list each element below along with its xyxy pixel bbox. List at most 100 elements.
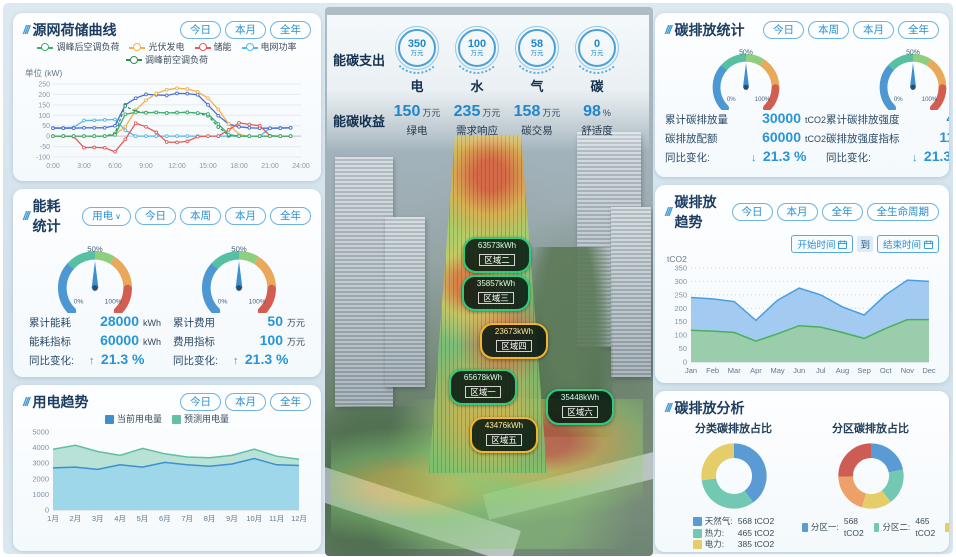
- btn-today[interactable]: 今日: [180, 21, 221, 39]
- legend-item[interactable]: 储能: [194, 41, 232, 54]
- btn-today[interactable]: 今日: [135, 207, 176, 225]
- end-date-input[interactable]: 结束时间: [876, 235, 939, 253]
- income-value: 158: [513, 103, 541, 120]
- legend-item[interactable]: 分区一: 568 tCO2: [802, 516, 868, 539]
- emission-gauge-group: 50% 0% 100% 累计碳排放量 30000 tCO2 碳排放配额 60000 tCO2…: [665, 42, 826, 167]
- btn-today[interactable]: 今日: [763, 21, 804, 39]
- svg-text:200: 200: [38, 92, 50, 99]
- panel-power-trend: /// 用电趋势 今日 本月 全年 当前用电量 预测用电量 0 1000 2000 30…: [13, 385, 321, 551]
- stat-value: 28000: [100, 313, 139, 329]
- start-date-input[interactable]: 开始时间: [791, 235, 854, 253]
- svg-text:300: 300: [674, 277, 687, 286]
- income-name: 需求响应: [456, 125, 498, 137]
- stat-label: 碳排放强度指标: [826, 133, 900, 145]
- income-value: 98: [583, 103, 601, 120]
- stat-value: 21.3 %: [923, 148, 949, 164]
- svg-text:50%: 50%: [87, 244, 103, 253]
- legend-item[interactable]: 分区二: 465 tCO2: [873, 516, 940, 539]
- panel-icon: ///: [23, 209, 30, 223]
- panel-carbon-analysis: /// 碳排放分析 分类碳排放占比 天然气: 568 tCO2 热力: 465 tCO…: [655, 391, 949, 552]
- stat-value: 60000: [100, 332, 139, 348]
- stat-value: 100: [259, 332, 283, 348]
- svg-text:0%: 0%: [726, 97, 735, 103]
- legend-item[interactable]: 热力: 465 tCO2: [692, 528, 774, 540]
- income-demand-response: 235 万元 需求响应: [447, 103, 507, 138]
- panel-title: 源网荷储曲线: [32, 22, 117, 38]
- stat-value: 21.3 %: [100, 351, 145, 367]
- energy-type-dropdown[interactable]: 用电 ∨: [82, 206, 131, 226]
- svg-text:May: May: [770, 366, 784, 375]
- panel-icon: ///: [665, 23, 672, 37]
- btn-month[interactable]: 本月: [225, 393, 266, 411]
- svg-text:100: 100: [674, 331, 687, 340]
- btn-month[interactable]: 本月: [225, 21, 266, 39]
- legend-item[interactable]: 天然气: 568 tCO2: [692, 516, 774, 528]
- svg-text:12:00: 12:00: [168, 163, 186, 170]
- stat-label: 能耗指标: [29, 336, 71, 348]
- btn-lifecycle[interactable]: 全生命周期: [866, 203, 939, 221]
- btn-year[interactable]: 全年: [270, 21, 311, 39]
- svg-text:15:00: 15:00: [199, 163, 217, 170]
- btn-month[interactable]: 本月: [776, 203, 818, 221]
- stat-label: 累计费用: [172, 317, 215, 329]
- legend-item[interactable]: 电网功率: [241, 41, 297, 54]
- carbon-trend-chart: 0 50 100 150 200 250 300 350 Jan Feb Mar Apr May Jun J…: [674, 264, 935, 376]
- legend-item[interactable]: 调峰后空调负荷: [37, 41, 119, 54]
- svg-text:100%: 100%: [249, 298, 266, 305]
- svg-text:21:00: 21:00: [261, 163, 279, 170]
- energy-gauge-group: 50% 0% 100% 累计能耗 28000 kWh 能耗指标 60000 kWh 同比变化…: [23, 238, 167, 370]
- svg-text:Jun: Jun: [793, 366, 805, 375]
- panel-title: 能耗统计: [32, 198, 61, 234]
- panel-title: 用电趋势: [32, 394, 89, 410]
- legend-item[interactable]: 预测用电量: [172, 413, 229, 426]
- income-value: 150: [393, 103, 421, 120]
- legend-item[interactable]: 分区三:385 tCO2: [945, 516, 949, 539]
- svg-text:0%: 0%: [894, 97, 903, 103]
- panel-carbon-trend: /// 碳排放趋势 今日 本月 全年 全生命周期 开始时间 到 结束时间 tCO…: [655, 185, 949, 383]
- btn-year[interactable]: 全年: [898, 21, 939, 39]
- trend-arrow: ↓: [751, 152, 757, 164]
- svg-text:-50: -50: [40, 144, 50, 151]
- stat-unit: tCO2: [805, 115, 827, 125]
- svg-text:6:00: 6:00: [108, 163, 122, 170]
- btn-week[interactable]: 本周: [180, 207, 221, 225]
- category-donut-column: 分类碳排放占比 天然气: 568 tCO2 热力: 465 tCO2 电力: 385 tC…: [665, 419, 802, 552]
- btn-today[interactable]: 今日: [731, 203, 773, 221]
- svg-text:3000: 3000: [32, 458, 49, 467]
- svg-text:2000: 2000: [32, 474, 49, 483]
- date-range-joiner: 到: [857, 236, 873, 252]
- gauge-chart: 50% 0% 100%: [879, 49, 947, 110]
- legend-item[interactable]: 电力: 385 tCO2: [692, 539, 774, 551]
- svg-text:9月: 9月: [226, 514, 238, 523]
- cost-gauge-group: 50% 0% 100% 累计费用 50 万元 费用指标 100 万元 同比变化: ↑ 21.3 …: [167, 238, 311, 370]
- svg-text:4000: 4000: [32, 443, 49, 452]
- load-curve-chart: 250 200 150 100 50 0 -50 -1000:00 3:00 6:00 9:00 12…: [36, 82, 310, 171]
- stat-label: 同比变化:: [826, 152, 871, 164]
- btn-month[interactable]: 本月: [853, 21, 894, 39]
- zone-label: 63573kWh 区域二: [463, 237, 531, 273]
- panel-icon: ///: [23, 23, 30, 37]
- btn-today[interactable]: 今日: [180, 393, 221, 411]
- btn-year[interactable]: 全年: [270, 393, 311, 411]
- btn-year[interactable]: 全年: [821, 203, 863, 221]
- ring-name: 水: [470, 79, 484, 94]
- svg-text:24:00: 24:00: [292, 163, 310, 170]
- legend-item[interactable]: 调峰前空调负荷: [125, 54, 208, 67]
- expense-ring-gas: 58 万元 气: [507, 23, 567, 95]
- svg-text:1000: 1000: [32, 489, 49, 498]
- gauge-chart: 50% 0% 100%: [202, 244, 276, 313]
- building: [611, 207, 651, 377]
- expense-ring-carbon: 0 万元 碳: [567, 23, 627, 95]
- zone-label: 23673kWh 区域四: [480, 323, 548, 359]
- income-carbon-trade: 158 万元 碳交易: [507, 103, 567, 138]
- ring-unit: 万元: [470, 49, 484, 57]
- legend-item[interactable]: 光伏发电: [129, 41, 185, 54]
- ring-unit: 万元: [410, 49, 424, 57]
- btn-month[interactable]: 本月: [225, 207, 266, 225]
- svg-text:Feb: Feb: [706, 366, 719, 375]
- svg-text:0: 0: [46, 134, 50, 141]
- legend-item[interactable]: 当前用电量: [104, 413, 162, 426]
- btn-week[interactable]: 本周: [808, 21, 849, 39]
- btn-year[interactable]: 全年: [270, 207, 311, 225]
